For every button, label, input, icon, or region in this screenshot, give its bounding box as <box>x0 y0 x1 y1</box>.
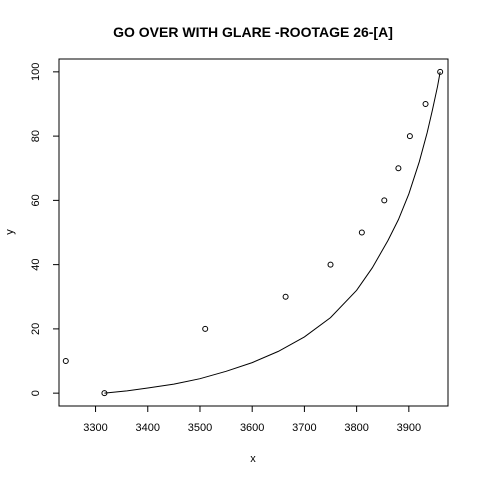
y-axis: 0 20 40 60 80 100 <box>30 63 60 396</box>
y-tick-label: 60 <box>30 194 42 206</box>
x-tick-label: 3700 <box>292 422 316 434</box>
x-tick-label: 3900 <box>397 422 421 434</box>
y-tick-label: 40 <box>30 259 42 271</box>
chart-title: GO OVER WITH GLARE -ROOTAGE 26-[A] <box>113 24 393 40</box>
plot-frame <box>58 58 449 407</box>
y-axis-label: y <box>4 229 16 235</box>
x-tick-label: 3800 <box>344 422 368 434</box>
data-point <box>62 358 69 365</box>
data-point <box>358 229 365 236</box>
y-tick-label: 80 <box>30 130 42 142</box>
x-tick-label: 3500 <box>188 422 212 434</box>
data-point <box>282 293 289 300</box>
data-point <box>327 261 334 268</box>
y-tick-label: 0 <box>30 390 42 396</box>
y-tick-label: 20 <box>30 323 42 335</box>
data-point <box>406 133 413 140</box>
data-point <box>395 165 402 172</box>
data-point <box>422 100 429 107</box>
data-point <box>381 197 388 204</box>
fit-curve-line <box>104 71 441 394</box>
x-tick-label: 3300 <box>83 422 107 434</box>
x-axis: 3300 3400 3500 3600 3700 3800 3900 <box>83 405 421 434</box>
data-point <box>202 325 209 332</box>
x-tick-label: 3400 <box>136 422 160 434</box>
data-point <box>101 390 108 397</box>
y-tick-label: 100 <box>30 63 42 81</box>
x-axis-label: x <box>250 453 256 465</box>
data-point <box>437 68 444 75</box>
x-tick-label: 3600 <box>240 422 264 434</box>
data-points <box>62 68 444 397</box>
